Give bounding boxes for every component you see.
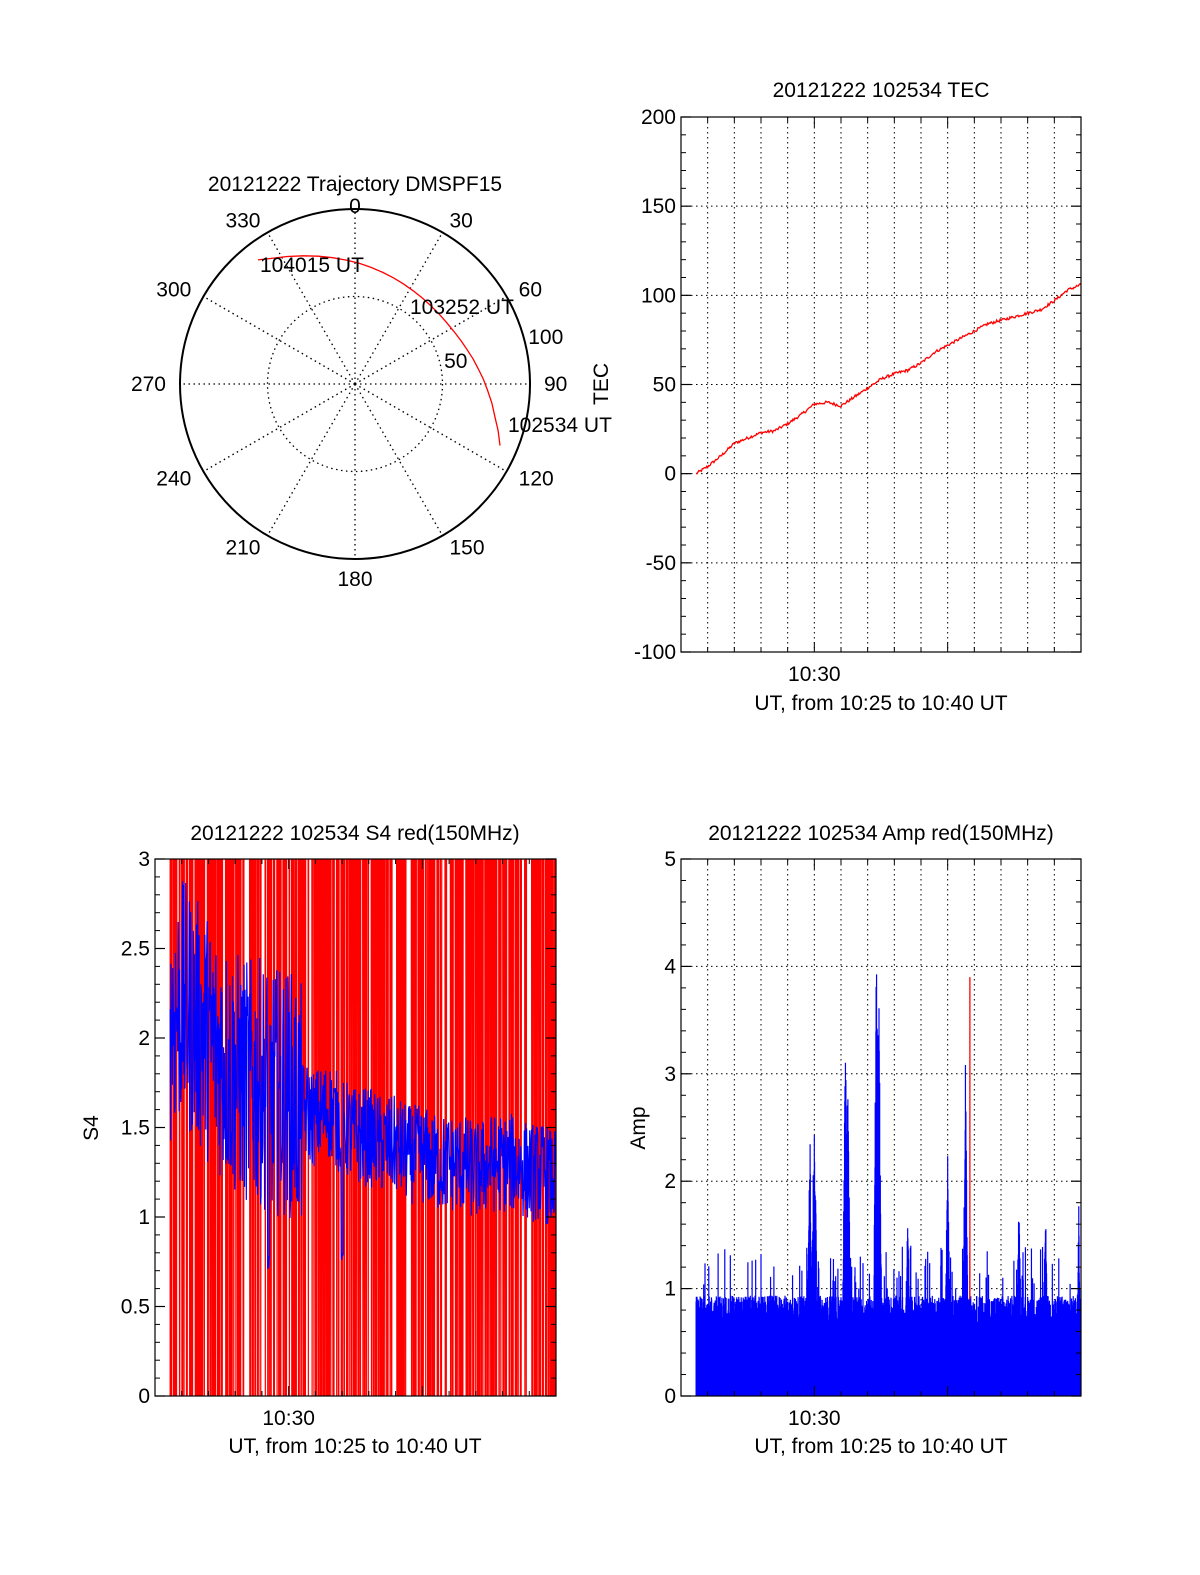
polar-radial-label: 50 — [444, 350, 467, 373]
polar-grid-spoke — [354, 383, 444, 536]
amp-y-tick-label: 5 — [664, 848, 676, 871]
polar-grid-spoke — [354, 295, 507, 385]
s4-red-series — [169, 859, 556, 1396]
polar-angle-label: 270 — [131, 373, 166, 396]
tec-y-ticks: -100 -50 0 50 100 150 200 — [634, 106, 1081, 664]
polar-radial-labels: 50 100 — [444, 326, 563, 373]
amp-y-tick-label: 0 — [664, 1385, 676, 1408]
amp-y-tick-label: 3 — [664, 1063, 676, 1086]
polar-grid-circle — [266, 295, 444, 473]
s4-x-ticks: 10:30 — [154, 859, 557, 1430]
tec-y-label: TEC — [590, 363, 613, 405]
tec-y-tick-label: 50 — [653, 374, 676, 397]
tec-series-line — [695, 282, 1082, 475]
polar-angle-label: 300 — [156, 279, 191, 302]
polar-angle-label: 150 — [450, 537, 485, 560]
trajectory-polar-chart: 20121222 Trajectory DMSPF15 0 30 60 90 120 15… — [131, 173, 612, 591]
amp-blue-series — [695, 974, 1081, 1396]
amp-x-tick-label: 10:30 — [788, 1407, 841, 1430]
amp-y-ticks: 0 1 2 3 4 5 — [664, 848, 1081, 1408]
amp-y-tick-label: 1 — [664, 1278, 676, 1301]
polar-angle-label: 30 — [450, 209, 473, 232]
amp-y-label: Amp — [627, 1106, 650, 1149]
s4-blue-series — [169, 881, 556, 1270]
tec-x-ticks: 10:30 — [680, 117, 1082, 686]
amp-x-label: UT, from 10:25 to 10:40 UT — [754, 1435, 1007, 1458]
tec-title: 20121222 102534 TEC — [773, 79, 990, 102]
s4-y-tick-label: 2.5 — [121, 938, 150, 961]
tec-y-tick-label: -50 — [646, 552, 676, 575]
s4-title: 20121222 102534 S4 red(150MHz) — [190, 822, 519, 845]
polar-angle-label: 120 — [519, 468, 554, 491]
tec-y-tick-label: 150 — [641, 195, 676, 218]
polar-grid-spoke — [354, 383, 507, 473]
s4-y-ticks: 0 0.5 1 1.5 2 2.5 3 — [121, 848, 556, 1408]
polar-grid-spoke — [354, 232, 444, 385]
amp-title: 20121222 102534 Amp red(150MHz) — [708, 822, 1054, 845]
s4-y-tick-label: 2 — [138, 1027, 150, 1050]
amp-line-chart: 20121222 102534 Amp red(150MHz) 0 1 2 3 4 5 1… — [627, 822, 1082, 1458]
polar-radial-label: 100 — [528, 326, 563, 349]
s4-x-label: UT, from 10:25 to 10:40 UT — [228, 1435, 481, 1458]
s4-y-tick-label: 0.5 — [121, 1296, 150, 1319]
s4-y-tick-label: 0 — [138, 1385, 150, 1408]
s4-line-chart: 20121222 102534 S4 red(150MHz) 0 0.5 1 1.5 2… — [80, 822, 557, 1458]
annotation-mid-time: 103252 UT — [410, 296, 514, 319]
polar-angle-label: 330 — [225, 209, 260, 232]
polar-angle-label: 0 — [349, 195, 361, 218]
amp-y-tick-label: 4 — [664, 955, 676, 978]
s4-y-tick-label: 1 — [138, 1206, 150, 1229]
polar-grid-spoke — [266, 383, 356, 536]
tec-y-tick-label: 0 — [664, 463, 676, 486]
annotation-end-time: 104015 UT — [260, 254, 364, 277]
tec-line-chart: 20121222 102534 TEC -100-50050100150200 … — [590, 79, 1082, 715]
polar-angle-label: 90 — [544, 373, 567, 396]
amp-y-tick-label: 2 — [664, 1170, 676, 1193]
polar-angle-labels: 0 30 60 90 120 150 180 210 240 270 300 330 — [131, 195, 567, 591]
polar-angle-label: 180 — [337, 568, 372, 591]
polar-angle-label: 60 — [519, 279, 542, 302]
s4-y-label: S4 — [80, 1115, 103, 1141]
tec-y-tick-label: 100 — [641, 284, 676, 307]
trajectory-title: 20121222 Trajectory DMSPF15 — [208, 173, 502, 196]
annotation-start-time: 102534 UT — [508, 414, 612, 437]
tec-y-tick-label: 200 — [641, 106, 676, 129]
tec-grid — [681, 116, 1081, 653]
amp-x-ticks: 10:30 — [680, 859, 1082, 1430]
amp-blue-line — [695, 974, 1081, 1396]
s4-x-tick-label: 10:30 — [262, 1407, 315, 1430]
tec-x-label: UT, from 10:25 to 10:40 UT — [754, 692, 1007, 715]
polar-grid-spoke — [203, 383, 356, 473]
tec-x-tick-label: 10:30 — [788, 663, 841, 686]
polar-angle-label: 240 — [156, 468, 191, 491]
polar-angle-label: 210 — [225, 537, 260, 560]
s4-y-tick-label: 3 — [138, 848, 150, 871]
s4-y-tick-label: 1.5 — [121, 1117, 150, 1140]
satellite-track-line — [257, 255, 501, 446]
s4-red-line — [169, 859, 556, 1396]
amp-plot-frame — [680, 858, 1082, 1397]
tec-y-tick-label: -100 — [634, 641, 676, 664]
polar-outer-ring — [179, 208, 531, 560]
polar-grid-spoke — [203, 295, 356, 385]
